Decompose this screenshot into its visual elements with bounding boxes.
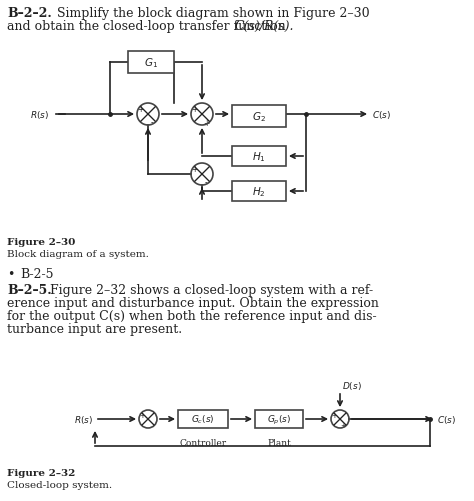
Text: Block diagram of a system.: Block diagram of a system.: [7, 249, 149, 259]
Text: Figure 2–32: Figure 2–32: [7, 468, 75, 477]
Bar: [128, 52, 174, 74]
Bar: [232, 106, 286, 128]
Text: +: +: [203, 118, 209, 127]
Text: Figure 2–30: Figure 2–30: [7, 237, 75, 246]
Text: B-2-5: B-2-5: [20, 268, 54, 281]
Text: -: -: [205, 178, 207, 187]
Text: -: -: [151, 118, 154, 127]
Text: +: +: [331, 412, 337, 418]
Text: $H_1$: $H_1$: [252, 150, 266, 163]
Text: +: +: [191, 165, 197, 174]
Bar: [255, 410, 303, 428]
Text: B–2–2.: B–2–2.: [7, 7, 52, 20]
Text: and obtain the closed-loop transfer function: and obtain the closed-loop transfer func…: [7, 20, 290, 33]
Text: $G_c(s)$: $G_c(s)$: [191, 413, 215, 425]
Text: +: +: [137, 105, 143, 114]
Text: +: +: [191, 105, 197, 114]
Text: Plant: Plant: [267, 438, 291, 447]
Text: $D(s)$: $D(s)$: [342, 379, 362, 391]
Text: Controller: Controller: [180, 438, 227, 447]
Text: C(s)/R(s).: C(s)/R(s).: [235, 20, 294, 33]
Text: $G_2$: $G_2$: [252, 110, 266, 124]
Text: erence input and disturbance input. Obtain the expression: erence input and disturbance input. Obta…: [7, 297, 379, 310]
Text: Simplify the block diagram shown in Figure 2–30: Simplify the block diagram shown in Figu…: [53, 7, 370, 20]
Bar: [178, 410, 228, 428]
Text: +: +: [139, 412, 145, 418]
Bar: [232, 182, 286, 201]
Text: Closed-loop system.: Closed-loop system.: [7, 480, 112, 489]
Text: •: •: [7, 268, 14, 281]
Text: $H_2$: $H_2$: [252, 185, 266, 198]
Text: $G_p(s)$: $G_p(s)$: [267, 413, 291, 426]
Text: $R(s)$: $R(s)$: [74, 413, 93, 425]
Text: for the output C(s) when both the reference input and dis-: for the output C(s) when both the refere…: [7, 310, 377, 322]
Bar: [232, 147, 286, 167]
Text: $C(s)$: $C(s)$: [372, 109, 391, 121]
Text: $G_1$: $G_1$: [144, 56, 158, 70]
Text: B–2–5.: B–2–5.: [7, 284, 52, 297]
Text: +: +: [340, 422, 346, 428]
Text: $C(s)$: $C(s)$: [437, 413, 456, 425]
Text: turbance input are present.: turbance input are present.: [7, 322, 182, 335]
Text: $R(s)$: $R(s)$: [30, 109, 49, 121]
Text: Figure 2–32 shows a closed-loop system with a ref-: Figure 2–32 shows a closed-loop system w…: [46, 284, 373, 297]
